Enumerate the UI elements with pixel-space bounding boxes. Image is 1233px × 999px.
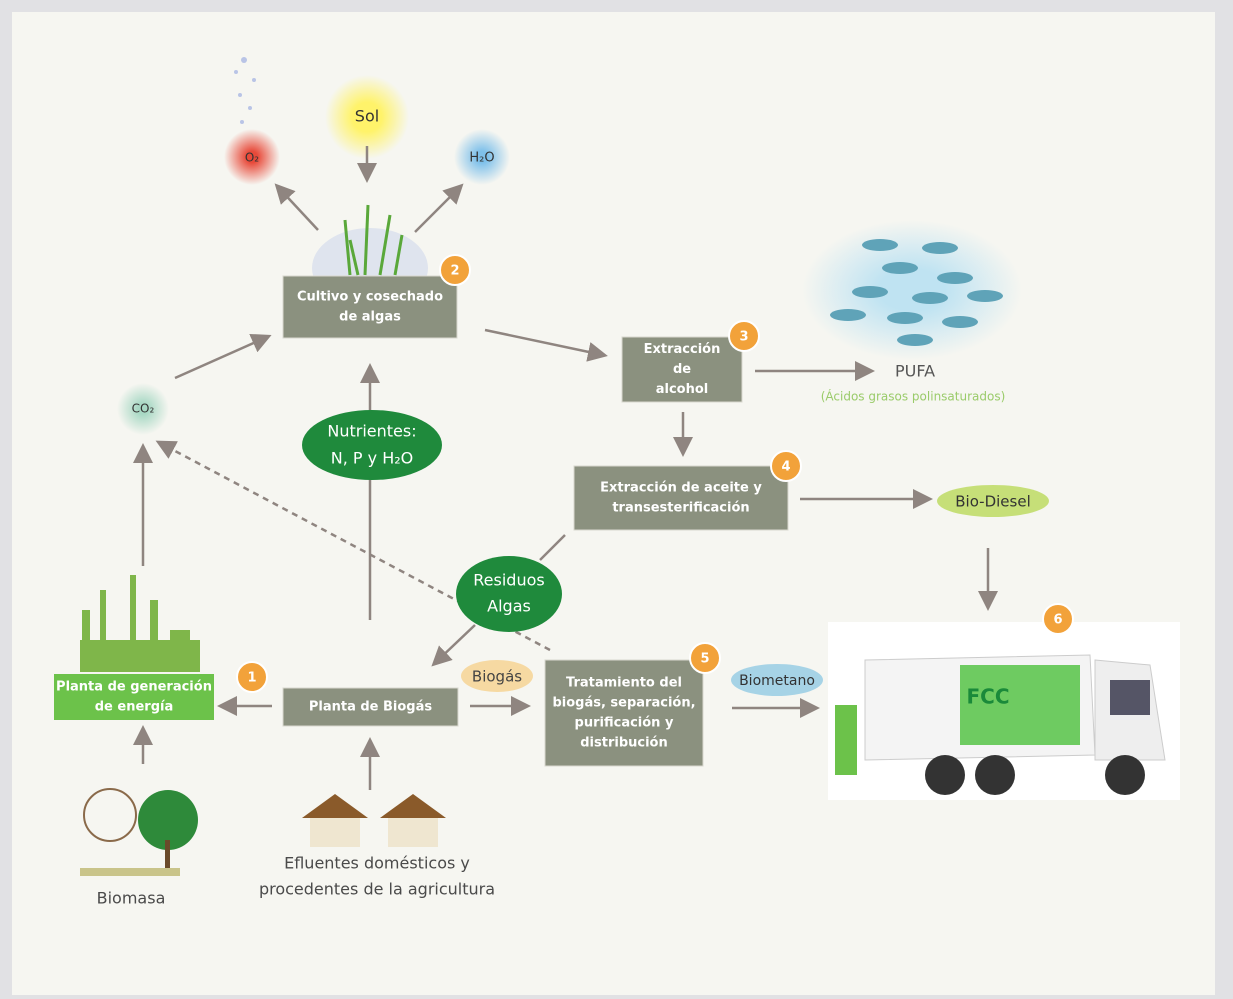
effluents-label: procedentes de la agricultura [259,880,495,899]
nutrients-label: N, P y H₂O [331,449,413,468]
box-label: de energía [95,700,173,715]
step-number: 5 [700,652,709,667]
o2-label: O₂ [245,151,259,165]
nutrients-oval [302,410,442,480]
box-label: Cultivo y cosechado [297,290,443,305]
process-box [574,466,788,530]
box-label: biogás, separación, [552,696,695,711]
step-number: 4 [781,460,790,475]
box-label: distribución [580,736,668,751]
co2-label: CO₂ [132,402,155,416]
step-number: 1 [247,671,256,686]
sun-label: Sol [355,107,379,126]
nutrients-label: Nutrientes: [327,422,416,441]
residues-label: Algas [487,597,531,616]
box-label: Extracción [644,342,721,357]
process-box [283,276,457,338]
box-label: alcohol [656,382,709,397]
box-label: transesterificación [612,501,749,516]
biodiesel-label: Bio-Diesel [955,493,1030,511]
diagram: Sol O₂ H₂O CO₂ PUFA (Ácidos grasos polin… [0,0,1233,995]
box-label: Tratamiento del [566,676,682,691]
biomass-label: Biomasa [97,889,166,908]
truck-logo: FCC [966,685,1009,709]
box-label: purificación y [575,716,674,731]
step-number: 3 [739,330,748,345]
box-label: Extracción de aceite y [600,481,762,496]
biogas-label: Biogás [472,668,522,686]
step-number: 2 [450,264,459,279]
box-label: Planta de Biogás [309,700,433,715]
effluents-label: Efluentes domésticos y [284,854,470,873]
pufa-label: PUFA [895,362,935,381]
pufa-note: (Ácidos grasos polinsaturados) [821,389,1006,404]
box-label: Planta de generación [56,680,212,695]
biomethane-label: Biometano [739,673,815,689]
residues-label: Residuos [473,571,544,590]
box-label: de [673,362,691,377]
residues-oval [456,556,562,632]
h2o-label: H₂O [469,151,494,166]
step-number: 6 [1053,613,1062,628]
box-label: de algas [339,310,401,325]
